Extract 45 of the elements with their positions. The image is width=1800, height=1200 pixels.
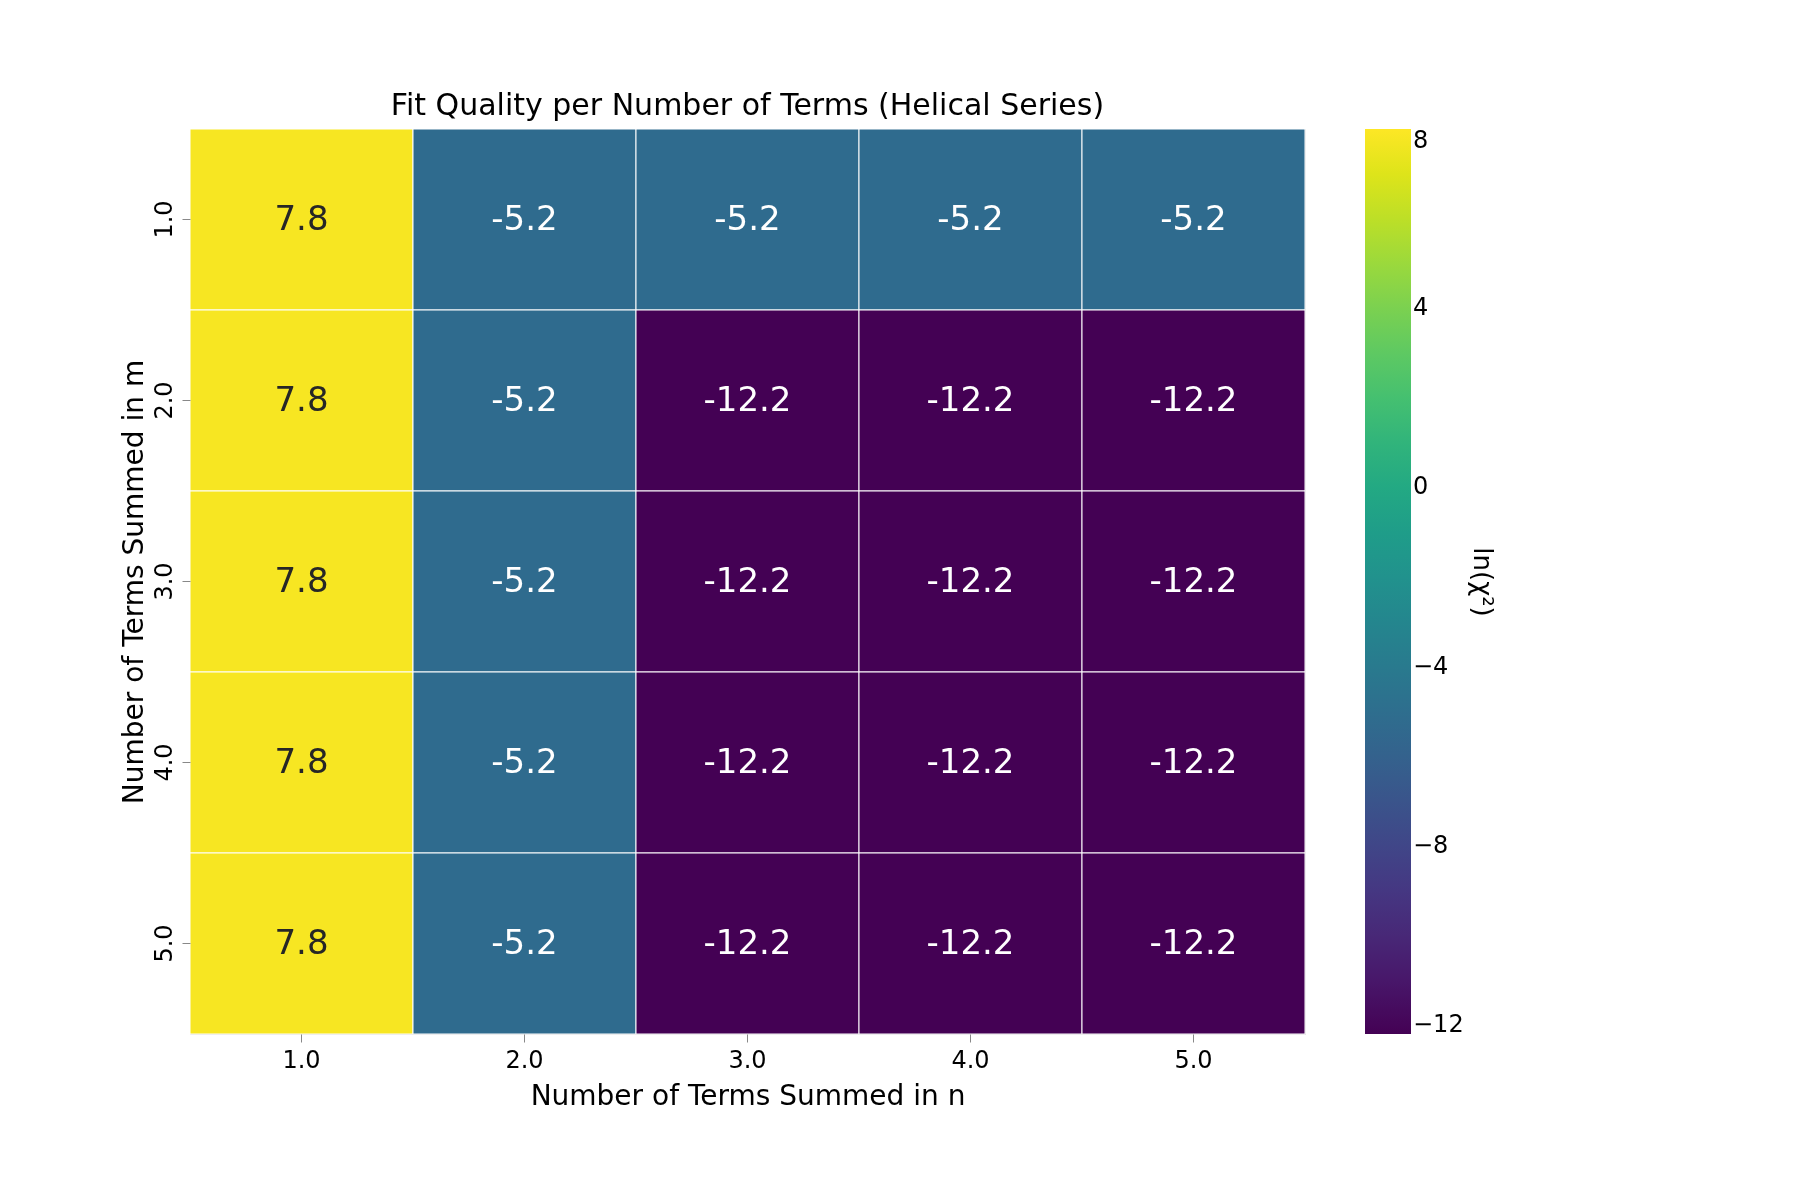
y-tick-label: 2.0 [149, 381, 178, 420]
data-label: -12.2 [1149, 378, 1238, 419]
data-label: -5.2 [491, 559, 558, 600]
data-label: 7.8 [274, 378, 329, 419]
data-label: 7.8 [274, 197, 329, 238]
data-label: 7.8 [274, 740, 329, 781]
color-bar-label: 0 [1413, 472, 1429, 501]
x-axis-title: Number of Terms Summed in n [530, 1078, 966, 1112]
data-label: -12.2 [703, 740, 792, 781]
data-label: -5.2 [1160, 197, 1227, 238]
data-label: -5.2 [937, 197, 1004, 238]
color-bar-label: −12 [1413, 1010, 1464, 1039]
data-label: 7.8 [274, 559, 329, 600]
data-label: -12.2 [703, 921, 792, 962]
color-bar-label: 8 [1413, 126, 1429, 154]
y-tick-label: 4.0 [149, 743, 178, 782]
x-tick-label: 4.0 [951, 1045, 990, 1074]
x-tick-label: 5.0 [1174, 1045, 1213, 1074]
chart-title: Fit Quality per Number of Terms (Helical Series) [390, 86, 1105, 122]
data-label: -5.2 [491, 197, 558, 238]
y-tick-label: 5.0 [149, 924, 178, 963]
color-bar-label: −4 [1413, 651, 1449, 680]
data-label: -12.2 [1149, 559, 1238, 600]
data-label: -12.2 [926, 921, 1015, 962]
y-axis-title: Number of Terms Summed in m [116, 359, 150, 805]
x-tick-label: 2.0 [505, 1045, 544, 1074]
data-label: -12.2 [703, 378, 792, 419]
data-label: -5.2 [491, 740, 558, 781]
data-label: -12.2 [1149, 921, 1238, 962]
data-label: -5.2 [491, 378, 558, 419]
data-label: -12.2 [926, 559, 1015, 600]
x-tick-label: 1.0 [282, 1045, 321, 1074]
data-label: -12.2 [1149, 740, 1238, 781]
y-tick-label: 3.0 [149, 562, 178, 601]
y-tick-label: 1.0 [149, 200, 178, 239]
x-tick-label: 3.0 [728, 1045, 767, 1074]
data-label: -5.2 [714, 197, 781, 238]
data-label: -12.2 [926, 378, 1015, 419]
data-label: -12.2 [703, 559, 792, 600]
data-label: -12.2 [926, 740, 1015, 781]
color-bar-label: 4 [1413, 293, 1429, 322]
data-label: -5.2 [491, 921, 558, 962]
color-bar-title: ln(χ²) [1468, 547, 1498, 617]
color-bar-label: −8 [1413, 830, 1449, 859]
data-label: 7.8 [274, 921, 329, 962]
